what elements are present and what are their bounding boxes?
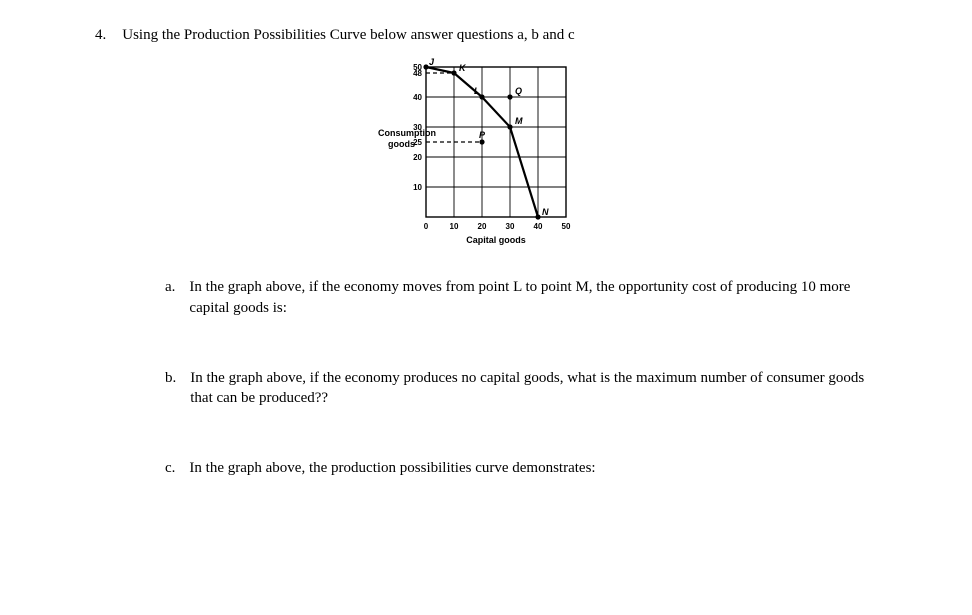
svg-text:20: 20	[478, 222, 487, 231]
svg-text:30: 30	[506, 222, 515, 231]
subquestion-list: a. In the graph above, if the economy mo…	[95, 277, 877, 478]
svg-text:20: 20	[413, 153, 422, 162]
subquestion-a: a. In the graph above, if the economy mo…	[165, 277, 877, 318]
question-prompt: Using the Production Possibilities Curve…	[122, 25, 877, 45]
svg-text:M: M	[515, 116, 523, 126]
subquestion-text: In the graph above, the production possi…	[189, 458, 877, 478]
svg-text:40: 40	[534, 222, 543, 231]
svg-text:Capital goods: Capital goods	[466, 235, 526, 245]
ppc-chart: JKLQPMN0102030405010202530404850Capital …	[356, 57, 616, 257]
subquestion-c: c. In the graph above, the production po…	[165, 458, 877, 478]
svg-text:P: P	[479, 130, 486, 140]
svg-text:K: K	[459, 63, 467, 73]
svg-text:10: 10	[450, 222, 459, 231]
subquestion-letter: c.	[165, 458, 175, 478]
subquestion-b: b. In the graph above, if the economy pr…	[165, 368, 877, 409]
subquestion-letter: b.	[165, 368, 176, 409]
chart-container: JKLQPMN0102030405010202530404850Capital …	[95, 57, 877, 257]
subquestion-letter: a.	[165, 277, 175, 318]
svg-text:Consumption: Consumption	[378, 128, 436, 138]
svg-text:N: N	[542, 207, 549, 217]
svg-text:0: 0	[424, 222, 429, 231]
svg-text:L: L	[474, 86, 480, 96]
svg-text:40: 40	[413, 93, 422, 102]
question-header: 4. Using the Production Possibilities Cu…	[95, 25, 877, 45]
subquestion-text: In the graph above, if the economy produ…	[190, 368, 877, 409]
svg-text:50: 50	[562, 222, 571, 231]
svg-text:10: 10	[413, 183, 422, 192]
svg-text:J: J	[429, 57, 435, 67]
svg-text:goods: goods	[388, 139, 415, 149]
question-number: 4.	[95, 25, 106, 45]
svg-text:Q: Q	[515, 86, 522, 96]
subquestion-text: In the graph above, if the economy moves…	[189, 277, 877, 318]
svg-text:50: 50	[413, 63, 422, 72]
